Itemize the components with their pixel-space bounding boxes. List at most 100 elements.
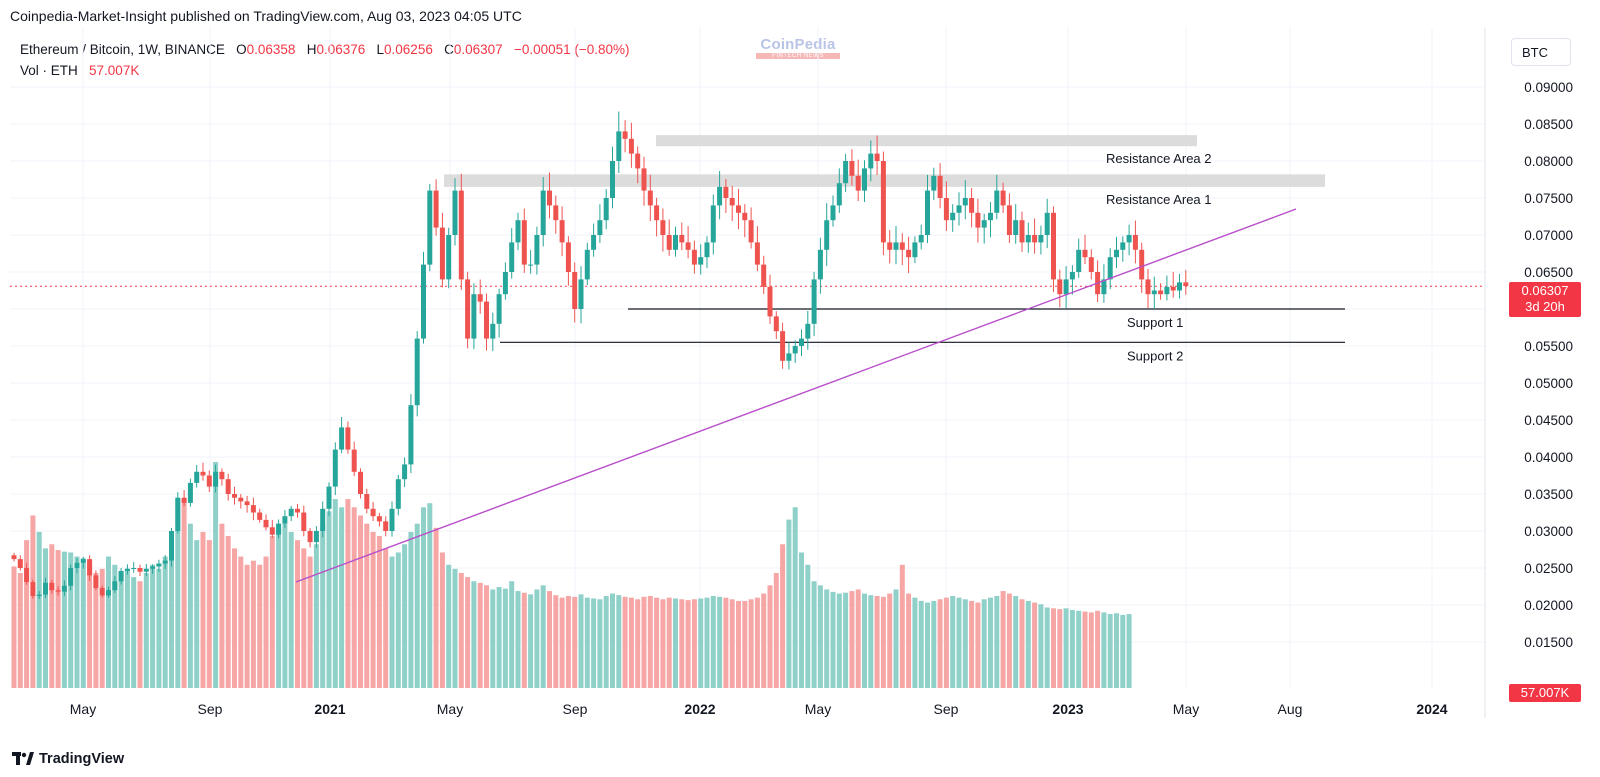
volume-bar [118,573,124,688]
candle-body [1088,257,1094,272]
symbol-legend: Ethereum / Bitcoin, 1W, BINANCE O0.06358… [20,42,630,57]
candle-body [263,519,269,528]
open-value: 0.06358 [246,42,296,57]
candle-body [339,427,345,450]
volume-bar [994,596,1000,688]
volume-bar [320,523,326,688]
change-value: −0.00051 (−0.80%) [513,42,630,57]
candle-body [610,161,615,198]
candle-body [805,323,811,339]
candle-body [849,161,855,176]
candle-body [1139,249,1145,280]
volume-bar [458,573,464,688]
candle-body [326,486,332,509]
candle-body [925,190,930,235]
candle-body [55,590,61,592]
candle-body [679,235,685,243]
candle-body [824,220,830,250]
candle-body [49,582,55,591]
candle-body [729,198,735,206]
volume-bar [559,597,565,688]
volume-bar [282,523,288,688]
volume-bar [496,586,502,688]
volume-bar [408,531,414,688]
volume-bar [1114,613,1119,688]
volume-bar [1051,608,1056,688]
volume-bar [1032,602,1038,688]
volume-bar [943,597,949,688]
volume-bar [307,556,313,688]
candle-body [792,346,798,354]
tradingview-logo[interactable]: TradingView [12,751,124,767]
candle-body [509,242,515,272]
volume-bar [647,596,653,688]
candle-body [622,131,628,139]
volume-bar [301,548,307,688]
candle-body [200,471,206,476]
volume-bar [988,597,993,688]
volume-bar [427,503,433,688]
candle-body [250,505,256,513]
volume-bar [421,507,426,688]
candle-body [742,212,748,221]
candle-body [969,198,975,213]
candle-body [74,562,80,568]
volume-bar [490,589,496,688]
volume-bar [106,556,111,688]
volume-bar [817,585,823,688]
resistance-zone [656,135,1197,147]
support-label: Support 1 [1127,315,1183,330]
volume-bar [748,599,754,688]
volume-bar [1019,599,1025,688]
volume-bar [849,591,855,688]
candle-body [862,168,867,191]
candle-body [112,581,118,591]
price-tick-label: 0.03000 [1524,524,1573,539]
volume-bar [43,548,48,688]
candle-body [433,190,439,228]
candle-body [389,508,395,531]
candle-body [87,559,93,576]
candle-body [635,153,641,169]
candle-body [427,190,433,265]
currency-button[interactable]: BTC [1511,38,1571,66]
candle-body [30,582,36,597]
candle-body [950,212,956,221]
candle-body [490,323,496,339]
high-value: 0.06376 [316,42,366,57]
candle-body [565,242,571,272]
volume-bar [628,597,634,688]
volume-bar [17,573,23,688]
candle-body [99,587,105,596]
symbol-name: Ethereum / Bitcoin, 1W, BINANCE [20,42,225,57]
candle-body [181,497,187,503]
volume-bar [635,599,641,688]
volume-bar [855,589,861,688]
time-tick-label: May [437,701,463,717]
volume-bar [547,591,552,688]
time-axis: May Sep 2021 May Sep 2022 May Sep 2023 May Aug 2024 [70,701,1448,717]
candle-body [1177,282,1182,291]
volume-bar [799,552,804,688]
candle-body [767,286,773,317]
candle-body [471,294,477,339]
volume-bar [339,507,345,688]
candle-body [206,475,212,487]
candle-body [666,235,672,250]
volume-bar [981,599,987,688]
volume-bar [150,564,156,688]
volume-bar [918,600,924,688]
volume-bar [295,540,300,688]
volume-bar [868,595,874,688]
volume-bar [610,593,615,688]
price-chart[interactable]: Resistance Area 2 Resistance Area 1 Suppo… [0,28,1600,742]
support-levels: Support 1 Support 2 [10,285,1485,363]
candle-body [572,272,578,309]
volume-bar [238,556,244,688]
candle-body [175,497,181,531]
volume-bar [836,593,842,688]
volume-bar [80,558,86,688]
candle-body [156,563,162,567]
candle-body [811,279,817,324]
candle-body [1114,249,1119,258]
